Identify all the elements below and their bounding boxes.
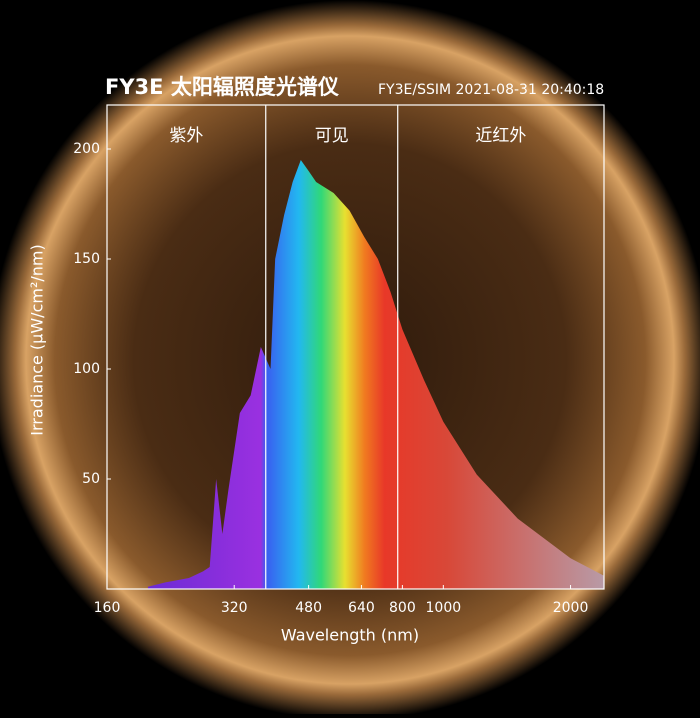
x-tick-label: 160 (94, 600, 121, 616)
y-tick-label: 100 (73, 361, 100, 377)
x-tick-label: 640 (348, 600, 375, 616)
x-tick-label: 480 (295, 600, 322, 616)
region-label: 紫外 (169, 126, 203, 146)
y-axis-label: Irradiance (μW/cm²/nm) (28, 244, 47, 435)
y-tick-label: 200 (73, 141, 100, 157)
plot: 紫外 可见 近红外 50 100 150 200 160 320 480 640 800 1000 200… (73, 104, 605, 616)
plot-frame (106, 104, 605, 590)
x-tick-label: 800 (389, 600, 416, 616)
spectrum-area (147, 160, 605, 589)
x-tick-label: 320 (221, 600, 248, 616)
y-tick-label: 50 (82, 471, 100, 487)
chart-title: FY3E 太阳辐照度光谱仪 (105, 75, 340, 99)
x-axis-label: Wavelength (nm) (281, 626, 419, 645)
x-tick-label: 1000 (426, 600, 462, 616)
y-tick-label: 150 (73, 251, 100, 267)
region-label: 近红外 (475, 126, 526, 146)
region-label: 可见 (315, 126, 349, 146)
chart-subtitle: FY3E/SSIM 2021-08-31 20:40:18 (378, 82, 604, 98)
x-tick-label: 2000 (553, 600, 589, 616)
